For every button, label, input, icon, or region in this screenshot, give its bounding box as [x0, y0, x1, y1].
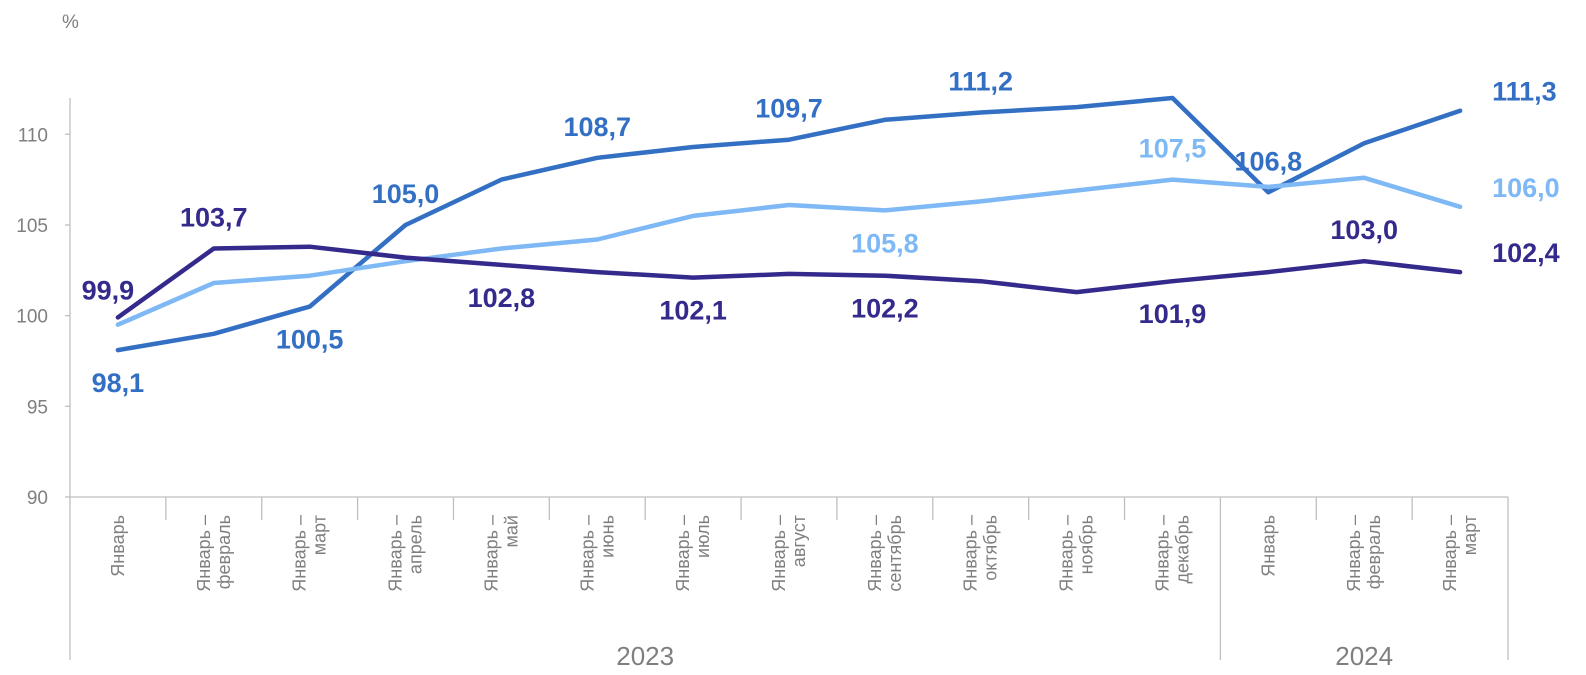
category-label-line: ноябрь: [1077, 515, 1097, 574]
year-label: 2024: [1335, 641, 1393, 671]
data-label: 102,8: [468, 283, 536, 313]
category-label-line: май: [501, 515, 521, 547]
category-label-line: Январь –: [1440, 515, 1460, 592]
data-label: 107,5: [1139, 134, 1207, 164]
data-label: 102,1: [659, 296, 727, 326]
category-label-line: октябрь: [981, 515, 1001, 581]
y-tick-label: 95: [27, 397, 48, 418]
data-label: 108,7: [563, 112, 631, 142]
category-label: Январь – ноябрь: [1057, 515, 1097, 592]
data-label: 111,2: [948, 67, 1013, 97]
y-tick-label: 105: [16, 216, 48, 237]
y-tick-label: 90: [27, 488, 48, 509]
category-label-line: июль: [693, 515, 713, 558]
category-label-line: апрель: [406, 515, 426, 574]
category-label-line: август: [789, 515, 809, 567]
category-label-line: Январь –: [1152, 515, 1172, 592]
data-labels: 98,1 100,5 105,0 108,7 109,7 111,2 106,8 111,3 1…: [82, 67, 1560, 399]
unit-label: %: [62, 12, 79, 33]
category-label-line: Январь –: [673, 515, 693, 592]
category-label-line: февраль: [214, 515, 234, 589]
category-label-line: сентябрь: [885, 515, 905, 592]
category-label: Январь – февраль: [194, 515, 234, 592]
category-label: Январь: [1258, 515, 1278, 577]
data-label: 98,1: [92, 368, 145, 398]
category-label: Январь – июль: [673, 515, 713, 592]
series-line-1: [115, 95, 1463, 353]
category-label-line: февраль: [1364, 515, 1384, 589]
data-label: 106,0: [1492, 173, 1560, 203]
category-label: Январь – апрель: [386, 515, 426, 592]
year-label: 2023: [616, 641, 674, 671]
category-label: Январь – сентябрь: [865, 515, 905, 592]
y-tick-label: 110: [18, 125, 48, 146]
category-label: Январь – февраль: [1344, 515, 1384, 592]
category-label: Январь – октябрь: [961, 515, 1001, 592]
category-label: Январь – декабрь: [1152, 515, 1192, 592]
data-label: 101,9: [1139, 299, 1207, 329]
category-label-line: Январь –: [194, 515, 214, 592]
data-label: 102,2: [851, 294, 919, 324]
data-label: 111,3: [1492, 77, 1557, 107]
category-label-line: Январь –: [1057, 515, 1077, 592]
data-label: 99,9: [82, 275, 135, 305]
category-label-line: Январь –: [865, 515, 885, 592]
data-label: 100,5: [276, 325, 344, 355]
data-label: 105,8: [851, 228, 919, 258]
category-label-line: Январь –: [386, 515, 406, 592]
category-label-line: Январь –: [769, 515, 789, 592]
category-label: Январь – июнь: [577, 515, 617, 592]
data-label: 102,4: [1492, 238, 1560, 268]
y-tick-label: 100: [16, 307, 48, 328]
category-label-line: март: [1460, 515, 1480, 555]
category-label-line: Январь –: [481, 515, 501, 592]
category-label-line: март: [310, 515, 330, 555]
category-label-line: Январь –: [1344, 515, 1364, 592]
data-label: 103,0: [1330, 215, 1398, 245]
data-label: 105,0: [372, 179, 440, 209]
series-layer: [115, 95, 1463, 353]
category-label-line: Январь –: [961, 515, 981, 592]
data-label: 103,7: [180, 203, 248, 233]
category-label-line: Январь: [108, 515, 128, 577]
category-label: Январь – март: [290, 515, 330, 592]
category-label-line: Январь –: [290, 515, 310, 592]
category-label: Январь – май: [481, 515, 521, 592]
category-label-line: июнь: [597, 515, 617, 558]
category-label: Январь: [108, 515, 128, 577]
category-label-line: Январь: [1258, 515, 1278, 577]
series-line-3: [115, 244, 1463, 320]
category-label: Январь – март: [1440, 515, 1480, 592]
data-label: 106,8: [1235, 146, 1303, 176]
category-label-line: Январь –: [577, 515, 597, 592]
category-label-line: декабрь: [1172, 515, 1192, 584]
category-label: Январь – август: [769, 515, 809, 592]
data-label: 109,7: [755, 94, 823, 124]
series-line-2: [115, 175, 1463, 327]
